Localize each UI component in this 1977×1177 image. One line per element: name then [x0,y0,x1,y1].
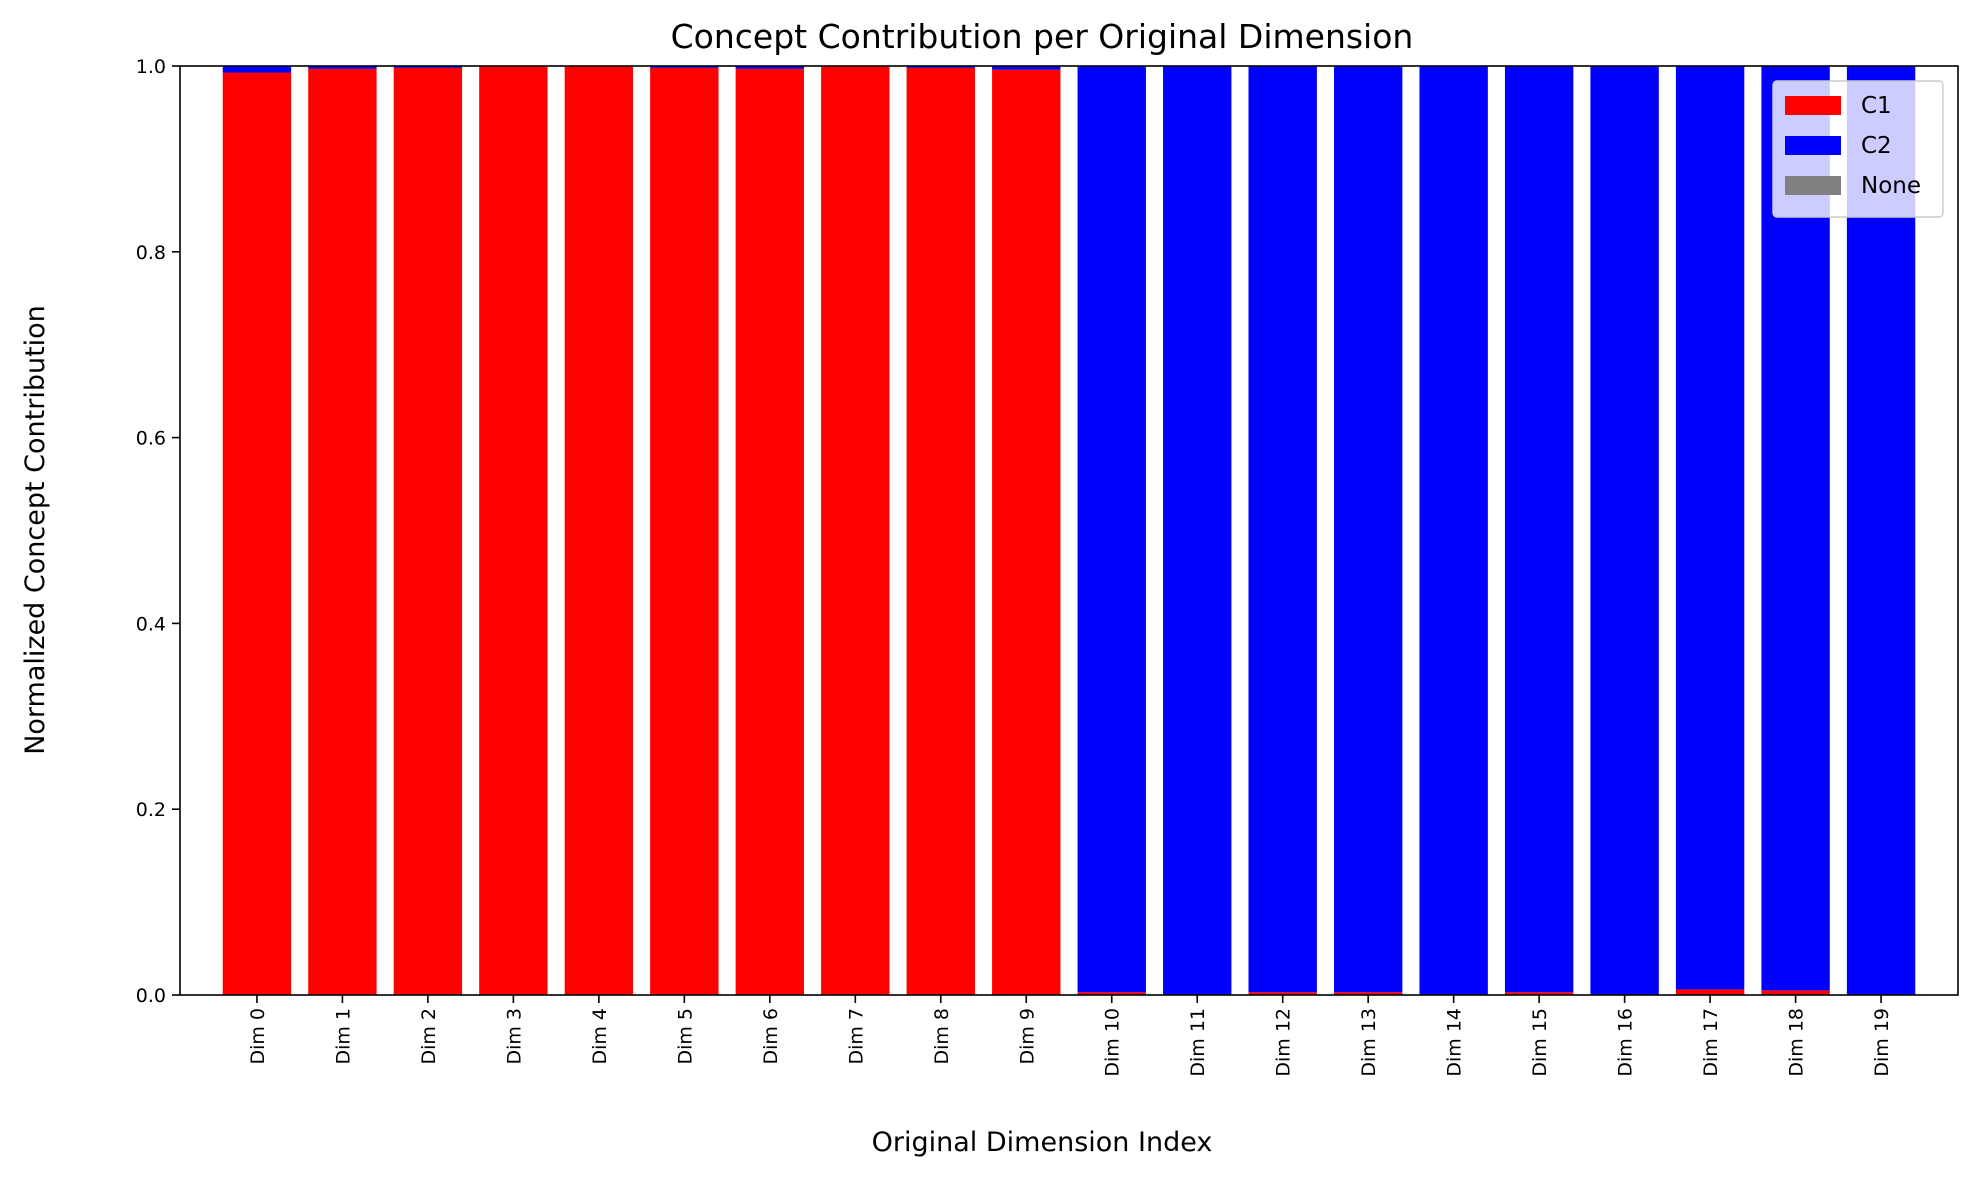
bar-c1-3 [479,66,548,995]
bar-c1-12 [1248,992,1317,995]
bar-c2-5 [650,66,719,68]
bar-c1-4 [564,66,634,995]
bar-c2-17 [1675,66,1745,990]
y-tick-label: 0.0 [136,985,166,1007]
x-tick-label: Dim 5 [674,1008,696,1065]
bar-c1-18 [1761,990,1830,995]
legend: C1 C2 None [1772,80,1944,218]
bar-c1-13 [1333,992,1403,995]
legend-swatch-c2 [1785,136,1841,155]
x-tick-label: Dim 2 [418,1008,440,1065]
bar-c2-8 [906,66,975,68]
bar-c2-0 [222,66,292,73]
y-tick-label: 0.2 [136,799,166,821]
bar-c1-17 [1675,989,1745,995]
bar-c2-6 [735,66,805,69]
x-tick-label: Dim 3 [503,1008,525,1065]
x-tick-label: Dim 16 [1615,1008,1637,1077]
bar-c2-13 [1333,66,1403,993]
x-tick-label: Dim 0 [247,1008,269,1065]
bar-c2-18 [1761,66,1830,991]
x-tick-label: Dim 10 [1102,1008,1124,1077]
bar-c2-14 [1419,66,1488,995]
bar-c2-2 [393,66,463,68]
bar-c1-7 [821,66,890,995]
y-tick-label: 0.8 [136,242,166,264]
legend-label-c2: C2 [1861,133,1892,159]
x-tick-label: Dim 14 [1444,1008,1466,1077]
bar-c2-19 [1846,66,1916,995]
x-axis-title: Original Dimension Index [872,1127,1213,1158]
x-axis: Dim 0 Dim 1 Dim 2 Dim 3 Dim 4 Dim 5 Dim 6 Dim 7… [247,995,1893,1077]
x-tick-label: Dim 18 [1786,1008,1808,1077]
x-tick-label: Dim 7 [845,1008,867,1065]
bar-c1-1 [308,68,377,996]
bar-c2-15 [1504,66,1574,993]
chart-title: Concept Contribution per Original Dimens… [671,17,1414,56]
x-tick-label: Dim 11 [1187,1008,1209,1077]
bar-c1-5 [650,67,719,996]
y-axis: 0.0 0.2 0.4 0.6 0.8 1.0 [136,56,180,1007]
plot-area [222,66,1916,996]
y-axis-title: Normalized Concept Contribution [20,305,51,755]
x-tick-label: Dim 1 [332,1008,354,1065]
bar-c2-10 [1077,66,1146,993]
x-tick-label: Dim 12 [1273,1008,1295,1077]
y-tick-label: 0.4 [136,613,166,635]
bar-c2-1 [308,66,377,69]
x-tick-label: Dim 17 [1700,1008,1722,1077]
bar-c1-8 [906,67,975,996]
legend-swatch-none [1785,176,1841,195]
x-tick-label: Dim 8 [931,1008,953,1065]
bar-c1-6 [735,68,805,996]
bar-c1-15 [1504,992,1574,995]
x-tick-label: Dim 9 [1016,1008,1038,1065]
bar-c1-10 [1077,992,1146,995]
bar-c1-2 [393,67,463,996]
bar-c2-12 [1248,66,1317,993]
x-tick-label: Dim 15 [1529,1008,1551,1077]
legend-label-none: None [1861,173,1921,199]
y-tick-label: 0.6 [136,428,166,450]
bar-c1-9 [992,69,1061,996]
axes-frame [179,65,1959,996]
x-tick-label: Dim 19 [1871,1008,1893,1077]
y-tick-label: 1.0 [136,56,166,78]
x-tick-label: Dim 13 [1358,1008,1380,1077]
legend-swatch-c1 [1785,96,1841,115]
x-tick-label: Dim 6 [760,1008,782,1065]
x-tick-label: Dim 4 [589,1008,611,1065]
bar-c1-0 [222,72,292,995]
bar-c2-9 [992,66,1061,70]
bar-c2-11 [1163,66,1232,995]
bar-c2-16 [1590,66,1659,995]
legend-label-c1: C1 [1861,93,1892,119]
